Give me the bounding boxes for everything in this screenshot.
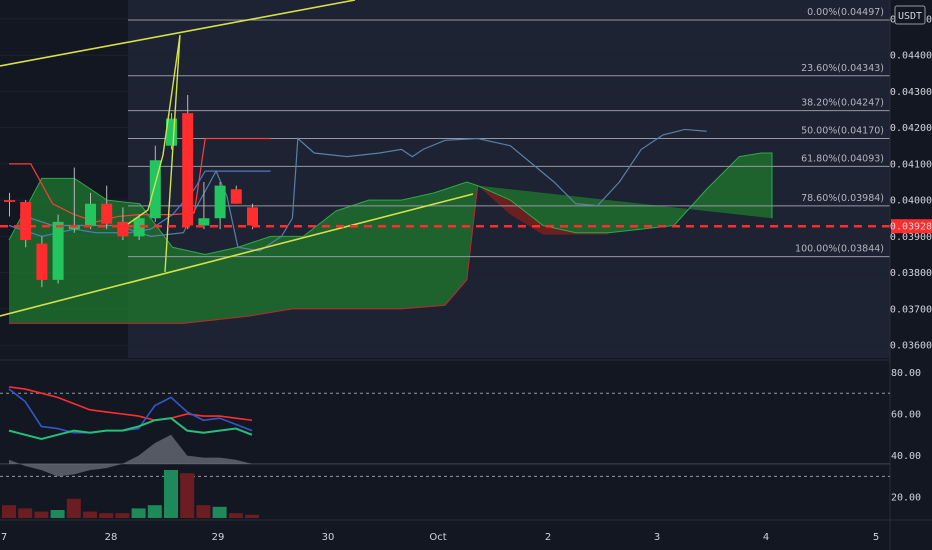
price-tick-label: 0.03800 [890, 268, 932, 279]
lower-trendline [0, 193, 474, 317]
candle-down [101, 203, 113, 224]
osc-tick-label: 80.00 [891, 368, 921, 379]
osc-histogram-bar [245, 514, 259, 518]
price-tick-label: 0.03900 [890, 232, 932, 243]
price-tick-label: 0.04200 [890, 123, 932, 134]
osc-signal-line [8, 386, 253, 422]
fib-level-label: 61.80%(0.04093) [801, 153, 884, 164]
osc-histogram-bar [115, 513, 130, 518]
date-tick-label: 28 [105, 532, 118, 543]
osc-histogram-bar [212, 506, 227, 518]
candle-up [198, 218, 210, 226]
candle-down [117, 221, 129, 237]
fib-level-label: 50.00%(0.04170) [801, 126, 884, 137]
osc-histogram-bar [99, 513, 114, 518]
osc-histogram-bar [196, 505, 211, 518]
cloud-fill [9, 153, 772, 324]
candle-down [230, 189, 242, 204]
date-tick-label: 5 [873, 532, 879, 543]
date-tick-label: Oct [429, 532, 446, 543]
fib-level-label: 78.60%(0.03984) [801, 193, 884, 204]
candle-up [85, 203, 96, 226]
date-tick-label: 3 [654, 532, 660, 543]
fib-level-label: 100.00%(0.03844) [795, 244, 884, 255]
candle-down [36, 243, 48, 280]
fib-level-label: 0.00%(0.04497) [807, 7, 884, 18]
candle-down [182, 113, 194, 226]
price-tick-label: 0.04400 [890, 51, 932, 62]
price-tick-label: 0.04000 [890, 196, 932, 207]
oscillator-pane [0, 386, 890, 518]
osc-histogram-bar [164, 470, 178, 518]
osc-histogram-bar [147, 505, 162, 518]
current-price-label: 0.03928 [890, 222, 932, 233]
price-tick-label: 0.03600 [890, 341, 932, 352]
price-tick-label: 0.03700 [890, 304, 932, 315]
candle-up [52, 221, 64, 280]
candle-down [20, 201, 32, 240]
osc-rsi-line [8, 417, 253, 440]
candlestick-series [4, 95, 258, 288]
candle-up [214, 185, 226, 219]
lagging-span-line [19, 128, 707, 252]
fib-anchor-line [127, 34, 181, 273]
current-price-tag: 0.03928 [890, 219, 932, 234]
osc-histogram-bar [228, 513, 243, 518]
date-tick-label: 30 [322, 532, 335, 543]
upper-trendline [0, 0, 356, 67]
osc-histogram-bar [18, 508, 33, 518]
osc-tick-label: 20.00 [891, 493, 921, 504]
trendlines[interactable] [0, 0, 474, 317]
candle-down [247, 207, 258, 226]
osc-tick-label: 40.00 [891, 451, 921, 462]
osc-tick-label: 60.00 [891, 410, 921, 421]
oscillator-axis[interactable]: 80.00 60.00 40.00 20.00 [891, 368, 921, 504]
candle-up [166, 118, 177, 146]
fib-level-label: 23.60%(0.04343) [801, 63, 884, 74]
osc-fast-line [8, 388, 253, 434]
price-tick-label: 0.04300 [890, 87, 932, 98]
currency-label: USDT [898, 11, 922, 22]
date-tick-label: 7 [1, 532, 7, 543]
price-tick-label: 0.04100 [890, 159, 932, 170]
momentum-area [9, 434, 252, 477]
osc-histogram-bar [66, 498, 81, 518]
osc-histogram-bar [34, 511, 49, 518]
osc-histogram-bar [2, 505, 16, 518]
date-tick-label: 4 [763, 532, 769, 543]
osc-histogram-bar [131, 508, 146, 518]
date-tick-label: 2 [545, 532, 551, 543]
currency-badge[interactable]: USDT [894, 5, 926, 25]
time-axis[interactable]: 7 28 29 30 Oct 2 3 4 5 [1, 532, 879, 543]
osc-histogram-bar [180, 473, 195, 518]
candle-up [133, 218, 145, 237]
fib-level-label: 38.20%(0.04247) [801, 98, 884, 109]
osc-histogram-bar [50, 510, 65, 518]
candle-down [4, 200, 15, 202]
cloud-lower-edge [9, 185, 479, 324]
date-tick-label: 29 [212, 532, 225, 543]
base-line [9, 137, 271, 223]
candle-up [149, 160, 161, 219]
osc-histogram-bar [83, 511, 97, 518]
